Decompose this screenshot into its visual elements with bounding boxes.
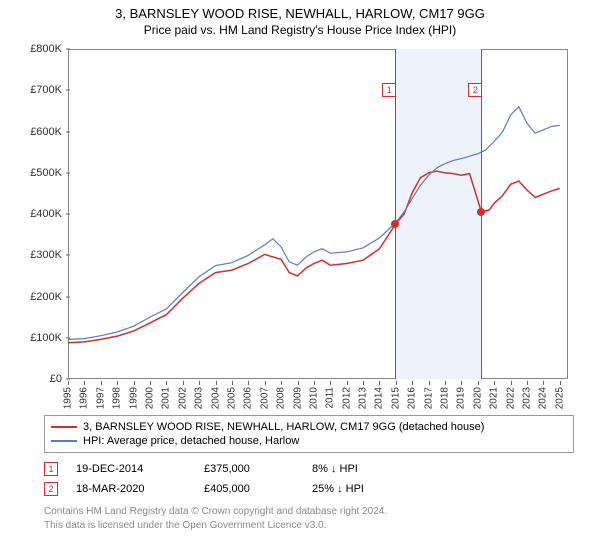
y-tick-label: £400K bbox=[30, 208, 62, 220]
trade-date: 18-MAR-2020 bbox=[76, 483, 186, 495]
x-tick-label: 2018 bbox=[440, 387, 451, 409]
x-tick-label: 2010 bbox=[308, 387, 319, 409]
x-tick-label: 2004 bbox=[210, 387, 221, 409]
x-tick-label: 2003 bbox=[194, 387, 205, 409]
chart-subtitle: Price paid vs. HM Land Registry's House … bbox=[0, 21, 600, 41]
y-tick-label: £300K bbox=[30, 249, 62, 261]
legend-label: 3, BARNSLEY WOOD RISE, NEWHALL, HARLOW, … bbox=[83, 421, 484, 433]
footer-attribution: Contains HM Land Registry data © Crown c… bbox=[44, 505, 574, 532]
series-hpi bbox=[68, 107, 560, 340]
trade-marker-1: 1 bbox=[382, 83, 396, 97]
trade-diff: 8% ↓ HPI bbox=[312, 463, 358, 475]
x-tick-label: 2020 bbox=[472, 387, 483, 409]
x-tick-label: 2006 bbox=[243, 387, 254, 409]
x-tick-label: 2009 bbox=[292, 387, 303, 409]
x-tick-label: 2022 bbox=[505, 387, 516, 409]
x-tick-label: 2014 bbox=[374, 387, 385, 409]
x-tick-label: 2023 bbox=[522, 387, 533, 409]
x-tick-label: 1996 bbox=[79, 387, 90, 409]
x-tick-label: 2024 bbox=[538, 387, 549, 409]
trade-row-1: 1 19-DEC-2014 £375,000 8% ↓ HPI bbox=[44, 459, 574, 479]
y-tick-label: £600K bbox=[30, 126, 62, 138]
trade-point bbox=[391, 220, 399, 228]
legend-row-price_paid: 3, BARNSLEY WOOD RISE, NEWHALL, HARLOW, … bbox=[51, 420, 567, 434]
trade-list: 1 19-DEC-2014 £375,000 8% ↓ HPI 2 18-MAR-2020… bbox=[44, 459, 574, 499]
x-tick-label: 2002 bbox=[177, 387, 188, 409]
footer-line-2: This data is licensed under the Open Gov… bbox=[44, 519, 574, 533]
legend-box: 3, BARNSLEY WOOD RISE, NEWHALL, HARLOW, … bbox=[44, 415, 574, 453]
series-price_paid bbox=[68, 171, 560, 343]
x-tick-label: 1998 bbox=[112, 387, 123, 409]
x-tick-label: 2013 bbox=[358, 387, 369, 409]
trade-index-box: 2 bbox=[44, 482, 58, 496]
y-tick-label: £200K bbox=[30, 291, 62, 303]
trade-row-2: 2 18-MAR-2020 £405,000 25% ↓ HPI bbox=[44, 479, 574, 499]
x-tick-label: 2021 bbox=[489, 387, 500, 409]
y-tick-label: £500K bbox=[30, 167, 62, 179]
x-tick-label: 2019 bbox=[456, 387, 467, 409]
x-tick-label: 2012 bbox=[341, 387, 352, 409]
trade-price: £375,000 bbox=[204, 463, 294, 475]
y-tick-label: £100K bbox=[30, 332, 62, 344]
chart-area: £0 £100K £200K £300K £400K £500K £600K £700K £80… bbox=[20, 41, 580, 411]
trade-index-box: 1 bbox=[44, 462, 58, 476]
trade-point bbox=[477, 208, 485, 216]
x-tick-label: 2025 bbox=[554, 387, 565, 409]
chart-container: { "title": "3, BARNSLEY WOOD RISE, NEWHA… bbox=[0, 0, 600, 560]
x-tick-label: 2001 bbox=[161, 387, 172, 409]
x-tick-label: 2005 bbox=[226, 387, 237, 409]
x-tick-label: 1997 bbox=[95, 387, 106, 409]
y-tick-label: £700K bbox=[30, 84, 62, 96]
x-tick-label: 2008 bbox=[276, 387, 287, 409]
y-tick-label: £800K bbox=[30, 43, 62, 55]
trade-marker-2: 2 bbox=[468, 83, 482, 97]
x-tick-label: 2011 bbox=[325, 387, 336, 409]
trade-date: 19-DEC-2014 bbox=[76, 463, 186, 475]
trade-price: £405,000 bbox=[204, 483, 294, 495]
x-tick-label: 2016 bbox=[407, 387, 418, 409]
trade-diff: 25% ↓ HPI bbox=[312, 483, 364, 495]
x-tick-label: 2007 bbox=[259, 387, 270, 409]
line-series-svg bbox=[68, 49, 568, 379]
x-axis-labels: 1995199619971998199920002001200220032004… bbox=[68, 381, 568, 411]
x-tick-label: 1995 bbox=[63, 387, 74, 409]
y-axis-labels: £0£100K£200K£300K£400K£500K£600K£700K£80… bbox=[20, 49, 66, 379]
legend-label: HPI: Average price, detached house, Harl… bbox=[83, 435, 299, 447]
x-tick-label: 2000 bbox=[144, 387, 155, 409]
footer-line-1: Contains HM Land Registry data © Crown c… bbox=[44, 505, 574, 519]
y-tick-label: £0 bbox=[50, 373, 62, 385]
chart-title: 3, BARNSLEY WOOD RISE, NEWHALL, HARLOW, … bbox=[0, 0, 600, 21]
legend-row-hpi: HPI: Average price, detached house, Harl… bbox=[51, 434, 567, 448]
legend-swatch bbox=[51, 426, 77, 428]
legend-swatch bbox=[51, 440, 77, 442]
x-tick-label: 1999 bbox=[128, 387, 139, 409]
x-tick-label: 2015 bbox=[390, 387, 401, 409]
x-tick-label: 2017 bbox=[423, 387, 434, 409]
plot-region: 12 bbox=[68, 49, 568, 379]
